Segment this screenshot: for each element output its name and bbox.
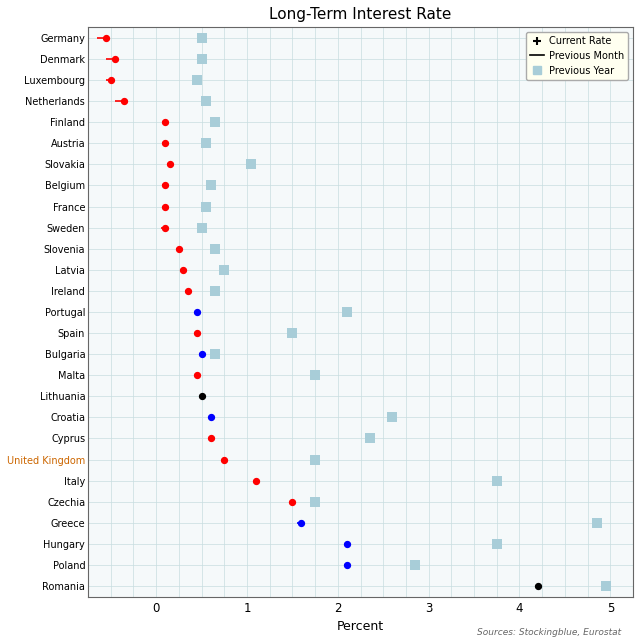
Point [210, 285, 220, 296]
Point [201, 96, 211, 106]
Point [160, 223, 170, 233]
Point [160, 180, 170, 191]
X-axis label: Percent: Percent [337, 620, 384, 633]
Point [110, 54, 120, 64]
Point [251, 476, 261, 486]
Point [196, 33, 207, 43]
Point [219, 454, 229, 465]
Point [101, 33, 111, 43]
Point [192, 328, 202, 338]
Point [210, 244, 220, 254]
Point [160, 202, 170, 212]
Point [205, 412, 216, 422]
Point [387, 412, 397, 422]
Point [287, 497, 298, 507]
Point [310, 454, 320, 465]
Point [196, 54, 207, 64]
Point [364, 433, 374, 444]
Point [310, 497, 320, 507]
Point [164, 159, 175, 170]
Point [192, 75, 202, 85]
Point [160, 117, 170, 127]
Point [106, 75, 116, 85]
Point [342, 560, 352, 570]
Point [119, 96, 129, 106]
Point [196, 391, 207, 401]
Point [196, 349, 207, 359]
Point [192, 370, 202, 380]
Point [296, 518, 307, 528]
Point [310, 370, 320, 380]
Point [183, 285, 193, 296]
Point [201, 138, 211, 148]
Point [210, 117, 220, 127]
Point [205, 433, 216, 444]
Point [492, 476, 502, 486]
Point [342, 307, 352, 317]
Point [192, 307, 202, 317]
Title: Long-Term Interest Rate: Long-Term Interest Rate [269, 7, 452, 22]
Point [205, 180, 216, 191]
Point [342, 539, 352, 549]
Point [179, 265, 189, 275]
Point [246, 159, 257, 170]
Point [196, 223, 207, 233]
Point [219, 265, 229, 275]
Point [601, 581, 611, 591]
Point [201, 202, 211, 212]
Point [591, 518, 602, 528]
Point [410, 560, 420, 570]
Text: Sources: Stockingblue, Eurostat: Sources: Stockingblue, Eurostat [477, 628, 621, 637]
Point [287, 328, 298, 338]
Point [492, 539, 502, 549]
Legend: Current Rate, Previous Month, Previous Year: Current Rate, Previous Month, Previous Y… [525, 32, 628, 79]
Point [160, 138, 170, 148]
Point [532, 581, 543, 591]
Point [173, 244, 184, 254]
Point [210, 349, 220, 359]
